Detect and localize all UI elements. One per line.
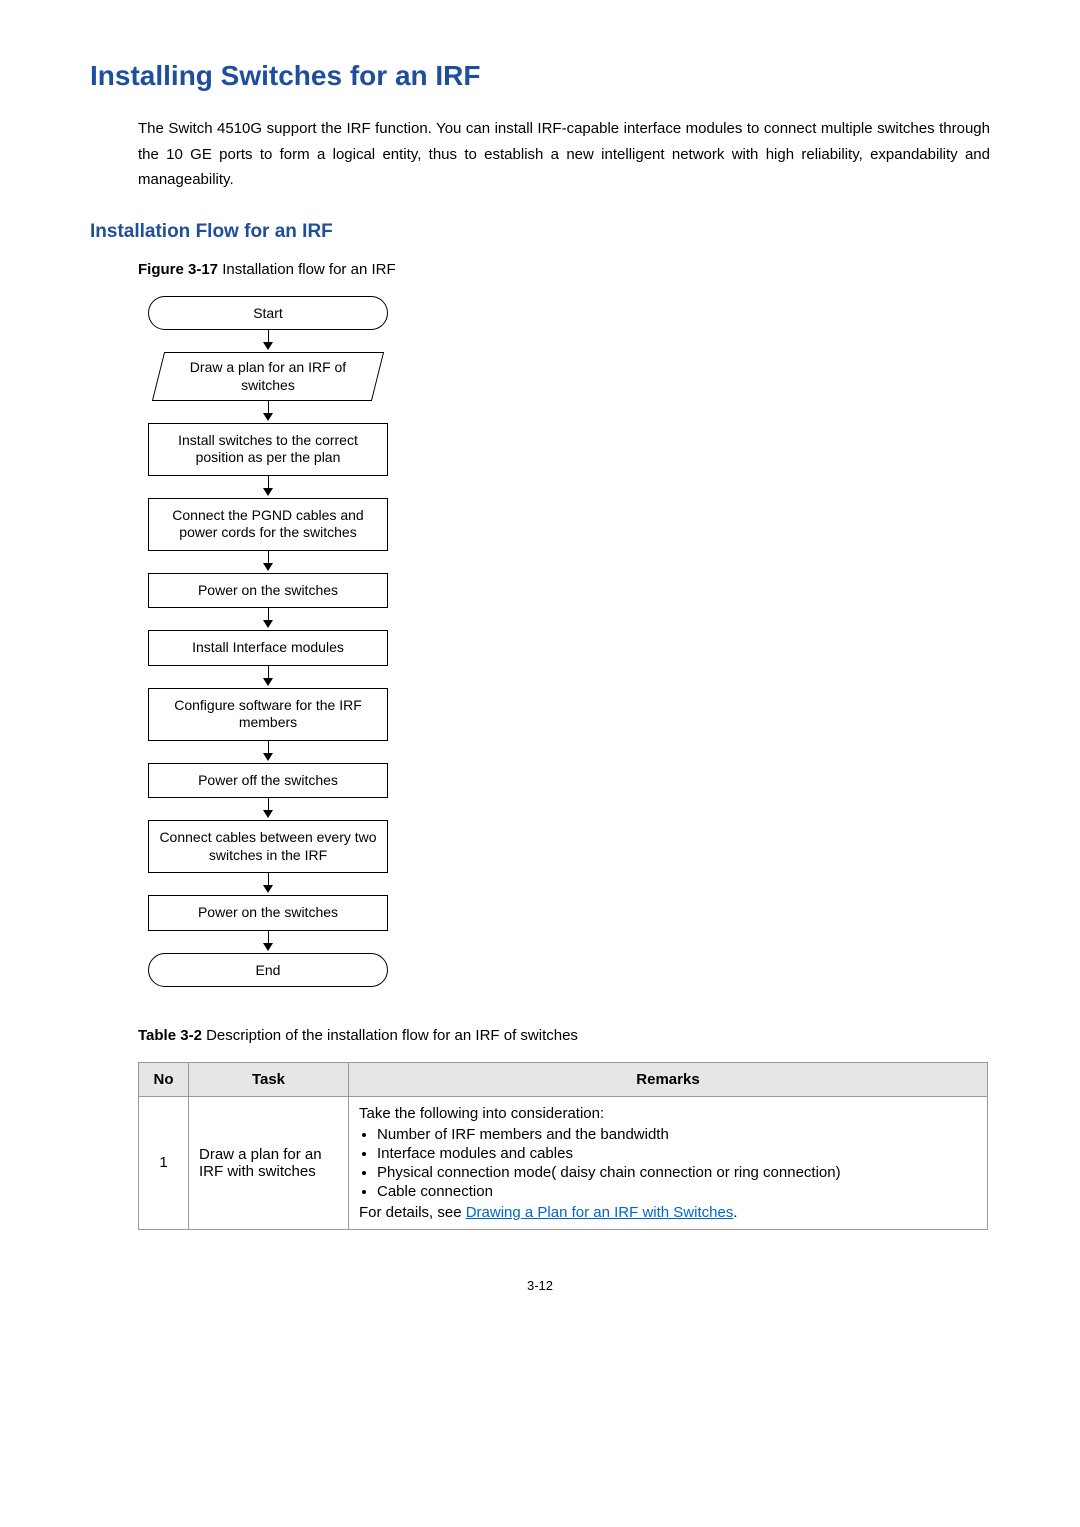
flow-step: Install switches to the correct position… (148, 423, 388, 476)
flow-step: Power on the switches (148, 895, 388, 931)
flow-end: End (148, 953, 388, 987)
flow-arrow-icon (263, 931, 273, 953)
table-header-row: No Task Remarks (139, 1062, 988, 1096)
remarks-link[interactable]: Drawing a Plan for an IRF with Switches (466, 1204, 734, 1221)
flow-arrow-icon (263, 476, 273, 498)
intro-paragraph: The Switch 4510G support the IRF functio… (138, 116, 990, 193)
flow-step: Configure software for the IRF members (148, 688, 388, 741)
col-header-task: Task (189, 1062, 349, 1096)
flow-arrow-icon (263, 551, 273, 573)
remarks-outro: For details, see Drawing a Plan for an I… (359, 1204, 977, 1221)
page-number: 3-12 (90, 1278, 990, 1293)
page-title: Installing Switches for an IRF (90, 60, 990, 92)
flow-step: Connect cables between every two switche… (148, 820, 388, 873)
remarks-intro: Take the following into consideration: (359, 1105, 977, 1122)
list-item: Cable connection (377, 1183, 977, 1200)
flow-step: Power off the switches (148, 763, 388, 799)
flow-arrow-icon (263, 798, 273, 820)
flow-start: Start (148, 296, 388, 330)
remarks-outro-prefix: For details, see (359, 1204, 466, 1221)
col-header-remarks: Remarks (349, 1062, 988, 1096)
cell-task: Draw a plan for an IRF with switches (189, 1096, 349, 1229)
section-subheading: Installation Flow for an IRF (90, 221, 990, 243)
flow-step: Install Interface modules (148, 630, 388, 666)
flow-arrow-icon (263, 873, 273, 895)
figure-caption: Figure 3-17 Installation flow for an IRF (138, 261, 990, 278)
list-item: Number of IRF members and the bandwidth (377, 1126, 977, 1143)
cell-remarks: Take the following into consideration: N… (349, 1096, 988, 1229)
list-item: Physical connection mode( daisy chain co… (377, 1164, 977, 1181)
table-caption: Table 3-2 Description of the installatio… (138, 1027, 990, 1044)
table-label: Table 3-2 (138, 1027, 202, 1044)
flow-step: Power on the switches (148, 573, 388, 609)
installation-table: No Task Remarks 1 Draw a plan for an IRF… (138, 1062, 988, 1230)
remarks-outro-suffix: . (733, 1204, 737, 1221)
col-header-no: No (139, 1062, 189, 1096)
table-caption-text: Description of the installation flow for… (206, 1027, 578, 1044)
flow-arrow-icon (263, 401, 273, 423)
remarks-list: Number of IRF members and the bandwidth … (377, 1126, 977, 1200)
table-row: 1 Draw a plan for an IRF with switches T… (139, 1096, 988, 1229)
flow-arrow-icon (263, 666, 273, 688)
figure-caption-text: Installation flow for an IRF (222, 261, 395, 278)
flowchart: Start Draw a plan for an IRF of switches… (138, 296, 398, 987)
figure-label: Figure 3-17 (138, 261, 218, 278)
flow-arrow-icon (263, 330, 273, 352)
cell-no: 1 (139, 1096, 189, 1229)
flow-arrow-icon (263, 741, 273, 763)
list-item: Interface modules and cables (377, 1145, 977, 1162)
flow-decision: Draw a plan for an IRF of switches (152, 352, 384, 401)
flow-step: Connect the PGND cables and power cords … (148, 498, 388, 551)
flow-arrow-icon (263, 608, 273, 630)
